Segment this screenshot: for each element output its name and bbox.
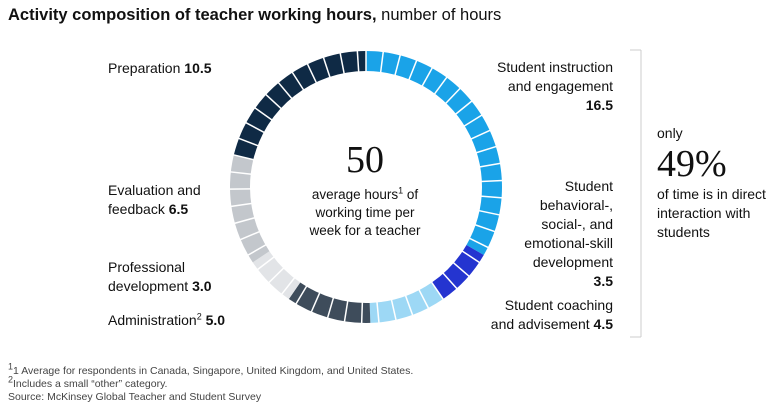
value-label: 6.5	[168, 201, 189, 217]
category-name: Professional development	[108, 259, 189, 294]
hour-divider	[376, 301, 380, 324]
hour-divider	[232, 153, 255, 161]
hour-divider	[306, 62, 318, 84]
hour-divider	[310, 292, 321, 313]
hour-divider	[452, 261, 471, 278]
hour-divider	[480, 195, 503, 199]
hour-divider	[294, 285, 308, 305]
hour-divider	[463, 114, 483, 128]
hour-divider	[394, 54, 402, 76]
hour-divider	[339, 52, 345, 75]
value-label: 3.0	[192, 278, 212, 294]
hour-divider	[253, 106, 273, 121]
center-value: 50	[346, 139, 384, 181]
chart-subtitle: number of hours	[381, 6, 502, 24]
category-name: Student coaching and advisement	[490, 297, 613, 332]
hour-divider	[433, 76, 448, 95]
value-label: 3.5	[593, 273, 613, 289]
donut-segment	[233, 51, 366, 160]
footnote: 11 Average for respondents in Canada, Si…	[8, 361, 414, 378]
segment-label: Evaluation and feedback 6.5	[108, 181, 208, 219]
hour-divider	[291, 71, 305, 91]
hour-divider	[229, 171, 252, 175]
segment-label: Preparation 10.5	[108, 59, 238, 78]
hour-divider	[468, 237, 490, 249]
donut-segment	[230, 154, 270, 263]
hour-divider	[356, 50, 360, 73]
callout-text: of time is in direct interaction with st…	[657, 186, 766, 240]
center-text: average hours1 of working time per week …	[300, 186, 430, 240]
hour-divider	[430, 281, 445, 301]
hour-divider	[442, 272, 458, 290]
segment-label: Student behavioral-, social-, and emotio…	[503, 177, 613, 291]
hour-divider	[230, 202, 253, 208]
hour-divider	[379, 51, 385, 74]
center-text-before: average hours	[311, 187, 399, 202]
footnote-mark: 1	[8, 361, 14, 372]
hour-divider	[280, 276, 296, 296]
callout-prefix: only	[657, 125, 683, 141]
segment-label: Administration2 5.0	[108, 311, 268, 330]
donut-segment	[366, 51, 502, 255]
hour-divider	[480, 179, 503, 183]
value-label: 5.0	[205, 312, 226, 328]
hour-divider	[408, 59, 418, 81]
segment-label: Student instruction and engagement 16.5	[473, 58, 613, 115]
hour-divider	[461, 250, 481, 264]
footnote: 2Includes a small “other” category.	[8, 374, 413, 391]
hour-divider	[256, 256, 275, 271]
hour-divider	[267, 267, 285, 284]
category-name: Evaluation and feedback	[108, 182, 201, 217]
footnote-mark: 1	[398, 185, 404, 196]
donut-segment	[431, 245, 484, 300]
center-text-after: of working time per week for a teacher	[309, 187, 421, 238]
footnotes: 11 Average for respondents in Canada, Si…	[8, 361, 414, 404]
category-name: Student instruction and engagement	[497, 59, 613, 94]
hour-divider	[360, 301, 364, 324]
footnote-text: 1 Average for respondents in Canada, Sin…	[13, 365, 414, 377]
value-label: 16.5	[585, 97, 613, 113]
hour-divider	[418, 288, 430, 310]
hour-divider	[244, 121, 265, 134]
hour-divider	[454, 100, 473, 116]
donut-segment	[288, 282, 371, 323]
hour-divider	[478, 209, 501, 216]
hour-divider	[474, 223, 496, 233]
hour-divider	[326, 297, 335, 319]
hour-divider	[470, 129, 491, 140]
footnote-mark: 2	[196, 311, 202, 322]
chart-title: Activity composition of teacher working …	[8, 6, 377, 24]
title-block: Activity composition of teacher working …	[8, 6, 501, 25]
donut-segment	[369, 282, 444, 323]
hour-divider	[343, 300, 349, 323]
hour-divider	[479, 162, 502, 168]
callout-value: 49%	[657, 143, 727, 185]
hour-divider	[421, 66, 434, 87]
segment-label: Student coaching and advisement 4.5	[478, 296, 613, 334]
category-name: Administration	[108, 312, 197, 328]
category-name: Student behavioral-, social-, and emotio…	[524, 178, 613, 270]
value-label: 10.5	[184, 60, 212, 76]
source: Source: McKinsey Global Teacher and Stud…	[8, 391, 262, 403]
hour-divider	[233, 216, 256, 225]
hour-divider	[322, 56, 331, 78]
hour-divider	[390, 299, 397, 321]
segment-label: Professional development 3.0	[108, 258, 218, 296]
hour-divider	[475, 145, 498, 154]
hour-divider	[404, 294, 414, 316]
hour-divider	[277, 81, 293, 100]
category-name: Preparation	[108, 60, 181, 76]
hour-divider	[246, 243, 267, 257]
footnote-text: Includes a small “other” category.	[13, 378, 168, 390]
hour-divider	[237, 137, 259, 147]
value-label: 4.5	[593, 316, 613, 332]
footnote-mark: 2	[8, 374, 14, 385]
hour-divider	[444, 87, 462, 105]
hour-divider	[239, 230, 261, 241]
hour-divider	[264, 93, 283, 110]
callout: only 49% of time is in direct interactio…	[657, 124, 767, 242]
